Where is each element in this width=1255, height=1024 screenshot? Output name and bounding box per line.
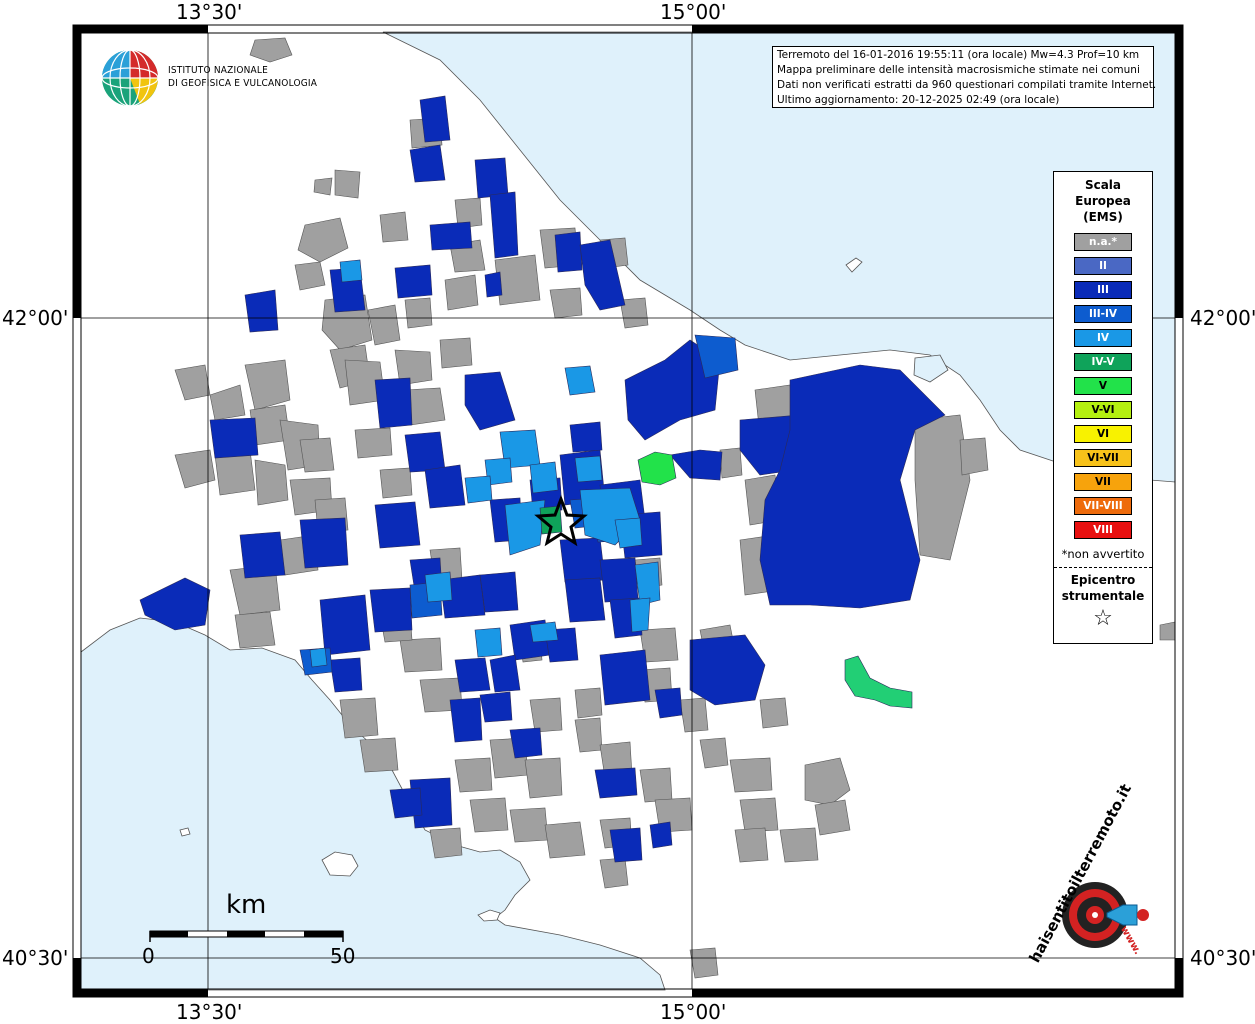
legend-item-8: V-VI <box>1074 401 1132 419</box>
legend-item-3: III <box>1074 281 1132 299</box>
hsit-target-icon <box>1062 882 1149 948</box>
event-info-line4: Ultimo aggiornamento: 20-12-2025 02:49 (… <box>777 94 1060 106</box>
scale-min-label: 0 <box>142 944 155 968</box>
graticule <box>81 33 1175 989</box>
municipality-ems-5 <box>637 451 677 486</box>
small-island <box>179 827 191 837</box>
lake <box>913 354 949 383</box>
bottom-lon-label-1: 13°30' <box>176 1000 243 1024</box>
event-info-line2: Mappa preliminare delle intensità macros… <box>777 64 1140 76</box>
municipalities-ems-4 <box>309 259 661 668</box>
legend-item-2: II <box>1074 257 1132 275</box>
legend-item-5: IV <box>1074 329 1132 347</box>
tremiti-island <box>845 257 863 273</box>
top-lon-label-1: 13°30' <box>176 0 243 24</box>
scale-max-label: 50 <box>330 944 356 968</box>
legend-separator <box>1054 567 1152 568</box>
legend-item-13: VIII <box>1074 521 1132 539</box>
right-lat-label-1: 42°00' <box>1190 306 1255 330</box>
legend-note: *non avvertito <box>1061 547 1145 561</box>
legend-items: n.a.* II III III-IV IV IV-V V V-VI VI VI-VII VII VI… <box>1054 233 1152 539</box>
scale-bar <box>149 930 344 942</box>
legend-item-1: n.a.* <box>1074 233 1132 251</box>
top-lon-label-2: 15°00' <box>660 0 727 24</box>
municipalities-ems-3 <box>139 95 946 863</box>
event-info-line1: Terremoto del 16-01-2016 19:55:11 (ora l… <box>777 49 1140 61</box>
legend-star-icon: ☆ <box>1093 606 1113 631</box>
legend-epicenter-line1: Epicentro <box>1070 573 1136 587</box>
legend-item-9: VI <box>1074 425 1132 443</box>
ingv-name-line2: DI GEOFISICA E VULCANOLOGIA <box>168 78 318 89</box>
right-lat-label-2: 40°30' <box>1190 946 1255 970</box>
legend-title-line2: Europea <box>1075 194 1131 208</box>
left-lat-label-2: 40°30' <box>2 946 69 970</box>
legend-epicenter-line2: strumentale <box>1061 589 1145 603</box>
legend-item-10: VI-VII <box>1074 449 1132 467</box>
epicenter-star <box>534 494 588 547</box>
ingv-globe-icon <box>101 49 159 107</box>
map-frame <box>72 24 1184 998</box>
legend-item-7: V <box>1074 377 1132 395</box>
ischia-island <box>321 851 359 877</box>
municipality-ems-4-5-foggia <box>844 655 913 709</box>
legend-item-11: VII <box>1074 473 1132 491</box>
scale-unit-label: km <box>226 890 267 920</box>
capri-island <box>477 909 501 922</box>
event-info-box: Terremoto del 16-01-2016 19:55:11 (ora l… <box>772 46 1157 108</box>
ingv-name-line1: ISTITUTO NAZIONALE <box>168 65 268 76</box>
legend-item-6: IV-V <box>1074 353 1132 371</box>
legend-title-line3: (EMS) <box>1083 210 1123 224</box>
legend-item-12: VII-VIII <box>1074 497 1132 515</box>
event-info-line3: Dati non verificati estratti da 960 ques… <box>777 79 1157 91</box>
legend-title-line1: Scala <box>1084 178 1122 192</box>
legend-item-4: III-IV <box>1074 305 1132 323</box>
left-lat-label-1: 42°00' <box>2 306 69 330</box>
bottom-lon-label-2: 15°00' <box>660 1000 727 1024</box>
ingv-logo: ISTITUTO NAZIONALE DI GEOFISICA E VULCAN… <box>100 48 320 110</box>
ems-legend: Scala Europea (EMS) n.a.* II III III-IV IV IV… <box>1053 171 1153 644</box>
hsit-logo: haisentitoilterremoto.it www. <box>1025 781 1175 975</box>
